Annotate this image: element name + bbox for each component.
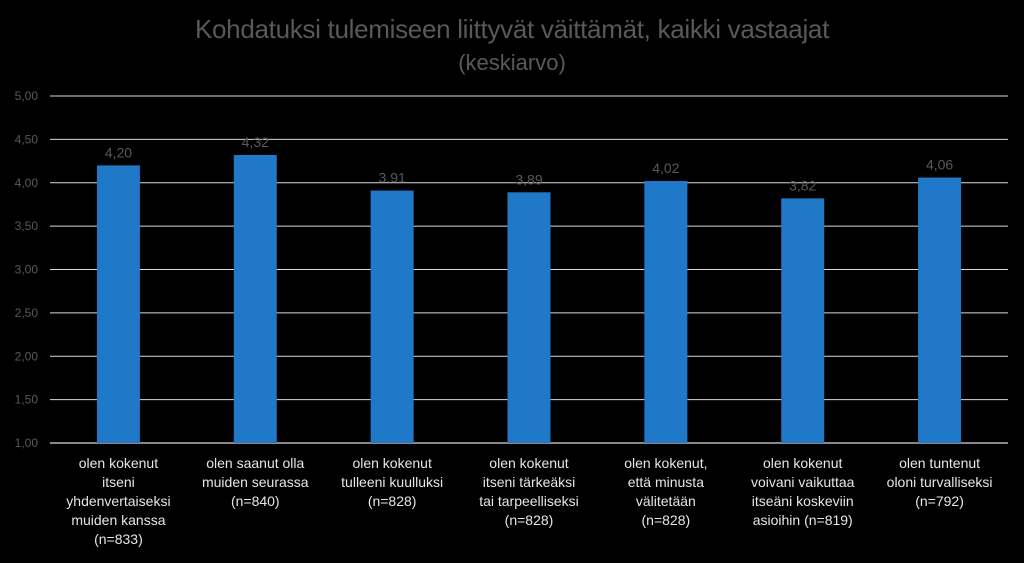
x-tick-label-line: oloni turvalliseksi [887, 474, 993, 490]
x-tick-label-line: itseäni koskeviin [752, 493, 854, 509]
x-tick-label-line: olen saanut olla [206, 455, 304, 471]
y-tick-label: 2,00 [15, 349, 39, 363]
x-tick-label-line: olen kokenut [79, 455, 159, 471]
x-tick-label-line: yhdenvertaiseksi [66, 493, 170, 509]
x-tick-label-line: (n=828) [505, 512, 554, 528]
x-tick-label-line: itseni tärkeäksi [483, 474, 576, 490]
x-tick-label-line: olen kokenut, [624, 455, 707, 471]
y-tick-label: 2,50 [15, 306, 39, 320]
y-tick-label: 4,00 [15, 176, 39, 190]
value-label: 3,82 [789, 177, 816, 193]
chart-title: Kohdatuksi tulemiseen liittyvät väittämä… [194, 14, 830, 44]
x-tick-label: olen kokenut tulleeni kuulluksi (n=828) [341, 455, 443, 509]
x-tick-label: olen kokenut voivani vaikuttaa itseäni kos… [751, 455, 855, 528]
value-label: 4,02 [652, 160, 679, 176]
x-tick-labels: olen kokenut itseni yhdenvertaiseksi muiden… [66, 455, 992, 547]
x-tick-label-line: (n=828) [368, 493, 417, 509]
x-tick-label-line: olen kokenut [489, 455, 569, 471]
x-tick-label-line: (n=792) [915, 493, 964, 509]
value-label: 3,89 [515, 171, 542, 187]
y-tick-label: 1,50 [15, 393, 39, 407]
y-tick-label: 3,00 [15, 263, 39, 277]
x-tick-label-line: tai tarpeelliseksi [479, 493, 579, 509]
x-tick-label: olen kokenut, että minusta välitetään (n=82… [624, 455, 707, 528]
bar [781, 198, 825, 443]
value-labels: 4,20 4,32 3,91 3,89 4,02 3,82 4,06 [105, 134, 954, 193]
x-tick-label-line: itseni [102, 474, 135, 490]
y-tick-label: 3,50 [15, 219, 39, 233]
x-tick-label-line: (n=840) [231, 493, 280, 509]
x-tick-label-line: (n=828) [642, 512, 691, 528]
x-tick-label-line: asioihin (n=819) [753, 512, 853, 528]
x-tick-label-line: muiden kanssa [71, 512, 165, 528]
gridlines [50, 95, 1008, 444]
value-label: 4,20 [105, 144, 132, 160]
x-tick-label: olen kokenut itseni tärkeäksi tai tarpeell… [479, 455, 579, 528]
x-tick-label: olen kokenut itseni yhdenvertaiseksi muiden… [66, 455, 170, 547]
x-tick-label-line: olen kokenut [763, 455, 843, 471]
bar [918, 177, 962, 444]
x-tick-label: olen tuntenut oloni turvalliseksi (n=792) [887, 455, 993, 509]
bars [96, 154, 962, 444]
value-label: 3,91 [379, 170, 406, 186]
y-tick-label: 1,00 [15, 436, 39, 450]
value-label: 4,06 [926, 157, 953, 173]
bar [507, 192, 551, 443]
value-label: 4,32 [242, 134, 269, 150]
x-tick-label-line: että minusta [628, 474, 704, 490]
x-tick-label-line: tulleeni kuulluksi [341, 474, 443, 490]
x-tick-label: olen saanut olla muiden seurassa (n=840) [202, 455, 309, 509]
x-tick-label-line: muiden seurassa [202, 474, 309, 490]
chart-subtitle: (keskiarvo) [458, 50, 566, 75]
y-tick-labels: 1,00 1,50 2,00 2,50 3,00 3,50 4,00 4,50 5,00 [15, 89, 39, 450]
x-tick-label-line: (n=833) [94, 531, 143, 547]
x-tick-label-line: voivani vaikuttaa [751, 474, 855, 490]
y-tick-label: 5,00 [15, 89, 39, 103]
x-tick-label-line: olen tuntenut [899, 455, 980, 471]
x-tick-label-line: välitetään [636, 493, 696, 509]
x-tick-label-line: olen kokenut [352, 455, 432, 471]
bar [233, 154, 277, 444]
bar [96, 165, 140, 443]
y-tick-label: 4,50 [15, 132, 39, 146]
bar [644, 181, 688, 443]
bar [370, 190, 414, 443]
